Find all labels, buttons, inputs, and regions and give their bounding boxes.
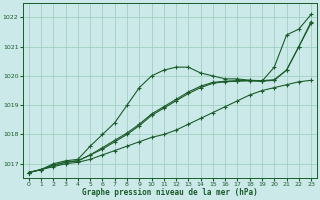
X-axis label: Graphe pression niveau de la mer (hPa): Graphe pression niveau de la mer (hPa)	[82, 188, 258, 197]
